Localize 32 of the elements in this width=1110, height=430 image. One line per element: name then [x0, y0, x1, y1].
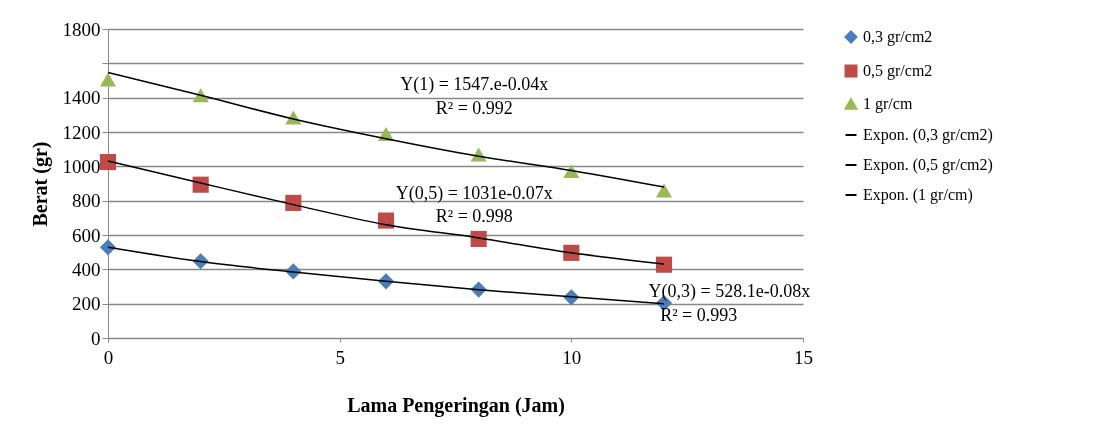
y-tick-label: 200	[72, 293, 101, 315]
x-axis-title: Lama Pengeringan (Jam)	[347, 393, 565, 417]
point	[655, 183, 673, 198]
legend-label: Expon. (0,3 gr/cm2)	[863, 126, 993, 144]
y-tick-label: 1000	[62, 155, 101, 177]
y-tick-label: 1200	[62, 121, 101, 143]
y-tick-label: 400	[72, 258, 101, 280]
annotation: Y(1) = 1547.e-0.04x	[400, 73, 549, 95]
y-axis-title: Berat (gr)	[28, 141, 52, 227]
annotation: Y(0,5) = 1031e-0.07x	[395, 183, 553, 205]
legend-label: Expon. (0,5 gr/cm2)	[863, 156, 993, 174]
legend-label: Expon. (1 gr/cm)	[863, 186, 973, 204]
x-tick-label: 5	[335, 346, 345, 368]
point	[99, 239, 117, 256]
x-tick-label: 15	[794, 346, 813, 368]
y-tick-label: 0	[91, 327, 101, 349]
point	[99, 72, 117, 87]
annotation: R² = 0.998	[435, 206, 513, 227]
legend-label: 0,3 gr/cm2	[863, 28, 933, 46]
x-tick-label: 10	[562, 346, 582, 368]
point	[655, 256, 673, 273]
legend-label: 1 gr/cm	[863, 95, 913, 113]
y-tick-label: 1400	[62, 87, 101, 109]
annotation: R² = 0.993	[660, 305, 738, 326]
y-tick-label: 1800	[62, 18, 101, 40]
point	[563, 244, 580, 261]
point	[99, 153, 117, 171]
annotation: R² = 0.992	[435, 98, 513, 119]
y-tick-label: 600	[72, 224, 101, 246]
legend-label: 0,5 gr/cm2	[863, 62, 933, 80]
y-tick-label: 800	[72, 190, 101, 212]
annotation: Y(0,3) = 528.1e-0.08x	[648, 280, 811, 302]
